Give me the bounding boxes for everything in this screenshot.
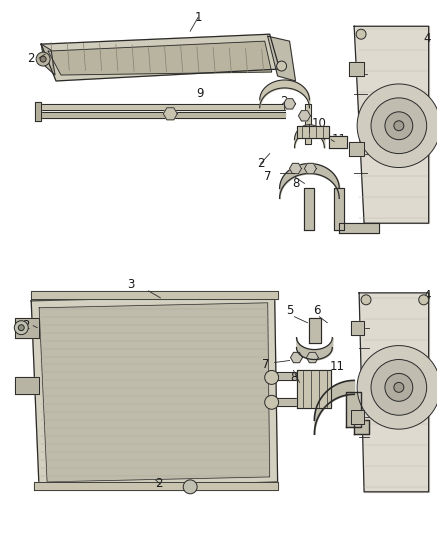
Polygon shape bbox=[305, 104, 311, 144]
Polygon shape bbox=[48, 41, 272, 75]
Circle shape bbox=[371, 360, 427, 415]
Text: 8: 8 bbox=[292, 177, 299, 190]
Text: 4: 4 bbox=[423, 31, 431, 45]
Polygon shape bbox=[283, 99, 296, 109]
Text: 9: 9 bbox=[196, 87, 204, 100]
Text: 11: 11 bbox=[330, 360, 345, 373]
Text: 7: 7 bbox=[264, 170, 272, 183]
Circle shape bbox=[36, 52, 50, 66]
Text: 4: 4 bbox=[423, 289, 431, 302]
Polygon shape bbox=[307, 352, 318, 362]
Polygon shape bbox=[290, 163, 301, 174]
Circle shape bbox=[14, 321, 28, 335]
Polygon shape bbox=[41, 44, 55, 75]
Text: 10: 10 bbox=[312, 117, 327, 130]
Polygon shape bbox=[272, 373, 300, 381]
Polygon shape bbox=[304, 188, 314, 230]
Circle shape bbox=[394, 121, 404, 131]
Polygon shape bbox=[297, 370, 331, 408]
Polygon shape bbox=[359, 293, 429, 492]
Circle shape bbox=[357, 84, 438, 167]
Circle shape bbox=[361, 295, 371, 305]
Polygon shape bbox=[351, 321, 364, 335]
Circle shape bbox=[277, 61, 286, 71]
Text: 2: 2 bbox=[155, 478, 162, 490]
Polygon shape bbox=[15, 377, 39, 394]
Polygon shape bbox=[349, 62, 364, 76]
Circle shape bbox=[356, 29, 366, 39]
Polygon shape bbox=[354, 420, 369, 434]
Circle shape bbox=[265, 370, 279, 384]
Text: 8: 8 bbox=[290, 371, 297, 384]
Text: 5: 5 bbox=[286, 304, 293, 317]
Circle shape bbox=[265, 395, 279, 409]
Text: 11: 11 bbox=[332, 133, 347, 146]
Polygon shape bbox=[298, 111, 311, 121]
Text: 7: 7 bbox=[262, 358, 269, 371]
Text: 2: 2 bbox=[22, 319, 30, 332]
Polygon shape bbox=[349, 142, 364, 156]
Polygon shape bbox=[290, 352, 303, 362]
Polygon shape bbox=[304, 163, 316, 174]
Polygon shape bbox=[309, 318, 321, 343]
Text: 6: 6 bbox=[314, 304, 321, 317]
Circle shape bbox=[385, 112, 413, 140]
Polygon shape bbox=[15, 318, 39, 337]
Circle shape bbox=[40, 56, 46, 62]
Polygon shape bbox=[329, 136, 347, 148]
Polygon shape bbox=[31, 295, 278, 490]
Circle shape bbox=[18, 325, 24, 330]
Circle shape bbox=[357, 345, 438, 429]
Circle shape bbox=[419, 295, 429, 305]
Text: 2: 2 bbox=[257, 157, 265, 170]
Polygon shape bbox=[297, 126, 329, 138]
Circle shape bbox=[371, 98, 427, 154]
Polygon shape bbox=[163, 108, 177, 120]
Polygon shape bbox=[268, 36, 296, 81]
Text: 3: 3 bbox=[127, 278, 134, 292]
Polygon shape bbox=[354, 26, 429, 223]
Text: 2: 2 bbox=[280, 95, 287, 108]
Text: 1: 1 bbox=[194, 11, 202, 24]
Polygon shape bbox=[346, 392, 361, 427]
Polygon shape bbox=[34, 482, 278, 490]
Circle shape bbox=[183, 480, 197, 494]
Polygon shape bbox=[35, 102, 41, 121]
Circle shape bbox=[394, 382, 404, 392]
Polygon shape bbox=[41, 34, 279, 81]
Circle shape bbox=[385, 374, 413, 401]
Polygon shape bbox=[31, 291, 278, 299]
Polygon shape bbox=[339, 223, 379, 233]
Polygon shape bbox=[351, 410, 364, 424]
Text: 2: 2 bbox=[28, 52, 35, 64]
Polygon shape bbox=[334, 188, 344, 230]
Polygon shape bbox=[272, 398, 300, 406]
Polygon shape bbox=[39, 303, 270, 482]
